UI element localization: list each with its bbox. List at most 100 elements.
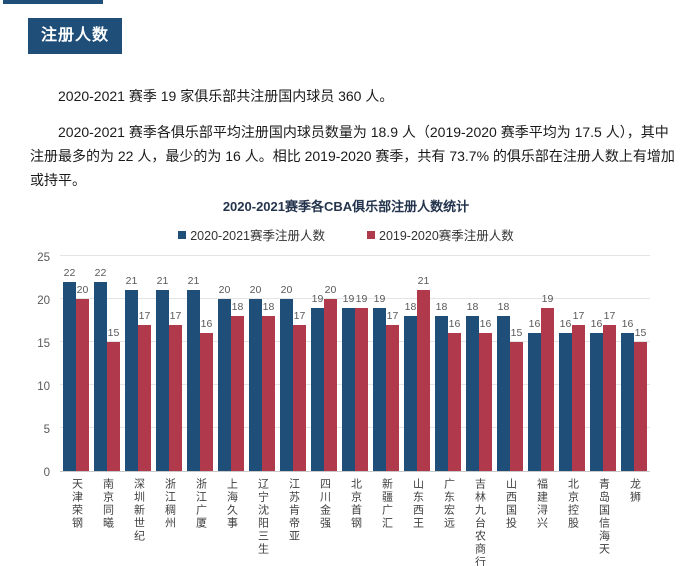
bar-value-label: 18 — [497, 301, 510, 314]
x-tick-label: 龙狮 — [628, 478, 641, 504]
x-label-cell: 青岛国信海天 — [590, 478, 616, 566]
y-tick-label: 15 — [37, 338, 50, 350]
x-tick-label: 浙江广厦 — [194, 478, 207, 530]
bar-value-label: 18 — [262, 301, 275, 314]
x-label-cell: 江苏肯帝亚 — [280, 478, 306, 566]
bar-value-label: 19 — [355, 292, 368, 305]
bar-2019-2020: 15 — [634, 327, 647, 471]
bar-value-label: 18 — [435, 301, 448, 314]
bar-2020-2021: 20 — [218, 284, 231, 471]
paragraph-total-registered: 2020-2021 赛季 19 家俱乐部共注册国内球员 360 人。 — [58, 88, 394, 104]
bar-2020-2021: 16 — [559, 318, 572, 471]
y-tick-label: 20 — [37, 295, 50, 307]
bar-2019-2020: 16 — [448, 318, 461, 471]
bar-2020-2021: 16 — [590, 318, 603, 471]
bar-group: 20 18 — [218, 284, 244, 471]
bar-value-label: 19 — [311, 292, 324, 305]
bar-2019-2020: 18 — [231, 301, 244, 471]
plot-row: 0 5 10 15 20 25 22 20 22 15 21 17 21 17 21 16 20 18 20 18 2… — [22, 252, 670, 479]
bar-group: 16 17 — [590, 310, 616, 471]
x-label-cell: 龙狮 — [621, 478, 647, 566]
bar-group: 16 17 — [559, 310, 585, 471]
bar-2019-2020: 18 — [262, 301, 275, 471]
y-tick-label: 5 — [43, 424, 50, 436]
bar-2020-2021: 22 — [94, 267, 107, 471]
x-tick-label: 南京同曦 — [101, 478, 114, 530]
x-tick-label: 广东宏远 — [442, 478, 455, 530]
bar-group: 18 21 — [404, 275, 430, 471]
bar-2019-2020: 15 — [510, 327, 523, 471]
x-label-cell: 上海久事 — [218, 478, 244, 566]
bar-2020-2021: 18 — [435, 301, 448, 471]
bar-2020-2021: 18 — [404, 301, 417, 471]
bar-2020-2021: 21 — [187, 275, 200, 471]
bar-2019-2020: 20 — [76, 284, 89, 471]
y-tick-label: 0 — [43, 467, 50, 479]
bar-value-label: 19 — [373, 292, 386, 305]
x-tick-label: 上海久事 — [225, 478, 238, 530]
bar-2019-2020: 17 — [603, 310, 616, 471]
bar-2019-2020: 15 — [107, 327, 120, 471]
x-label-cell: 广东宏远 — [435, 478, 461, 566]
bar-2020-2021: 21 — [125, 275, 138, 471]
bar-group: 21 17 — [125, 275, 151, 471]
x-label-cell: 天津荣钢 — [63, 478, 89, 566]
bar-group: 18 16 — [466, 301, 492, 471]
bar-group: 19 19 — [342, 293, 368, 471]
x-tick-label: 吉林九台农商行 — [473, 478, 486, 566]
x-tick-label: 天津荣钢 — [70, 478, 83, 530]
bar-2019-2020: 17 — [386, 310, 399, 471]
bar-value-label: 20 — [249, 284, 262, 296]
bar-value-label: 16 — [621, 318, 634, 331]
bar-value-label: 16 — [528, 318, 541, 331]
bar-group: 19 17 — [373, 293, 399, 471]
bar-value-label: 16 — [590, 318, 603, 331]
legend-item-2019-2020: 2019-2020赛季注册人数 — [367, 225, 514, 244]
y-axis: 0 5 10 15 20 25 — [22, 252, 60, 479]
x-label-cell: 新疆广汇 — [373, 478, 399, 566]
x-label-cell: 南京同曦 — [94, 478, 120, 566]
y-tick-label: 10 — [37, 381, 50, 393]
bar-group: 16 15 — [621, 318, 647, 471]
bar-2020-2021: 19 — [342, 293, 355, 471]
chart-title: 2020-2021赛季各CBA俱乐部注册人数统计 — [222, 199, 470, 214]
bar-value-label: 17 — [386, 309, 399, 322]
bar-value-label: 19 — [541, 292, 554, 305]
x-label-cell: 四川金强 — [311, 478, 337, 566]
bar-value-label: 16 — [200, 318, 213, 331]
bar-value-label: 15 — [634, 327, 647, 339]
chart-legend: 2020-2021赛季注册人数 2019-2020赛季注册人数 — [22, 225, 670, 244]
bar-value-label: 15 — [107, 327, 120, 339]
bar-2020-2021: 20 — [249, 284, 262, 471]
x-label-cell: 北京控股 — [559, 478, 585, 566]
bar-value-label: 21 — [125, 275, 138, 288]
x-tick-label: 山西国投 — [504, 478, 517, 530]
bar-group: 22 20 — [63, 267, 89, 471]
bar-value-label: 15 — [510, 327, 523, 339]
bar-2020-2021: 18 — [466, 301, 479, 471]
legend-swatch-blue-icon — [178, 230, 187, 239]
registration-bar-chart: 2020-2021赛季各CBA俱乐部注册人数统计 2020-2021赛季注册人数… — [22, 196, 670, 566]
bar-group: 18 15 — [497, 301, 523, 471]
bar-value-label: 17 — [293, 309, 306, 322]
x-tick-label: 新疆广汇 — [380, 478, 393, 530]
bar-group: 18 16 — [435, 301, 461, 471]
y-tick-label: 25 — [37, 252, 50, 264]
bar-value-label: 19 — [342, 292, 355, 305]
bar-value-label: 20 — [324, 284, 337, 296]
bar-value-label: 16 — [559, 318, 572, 331]
bar-value-label: 17 — [603, 309, 616, 322]
bar-value-label: 22 — [63, 266, 76, 279]
bar-value-label: 21 — [417, 275, 430, 288]
previous-section-box-edge — [3, 0, 103, 4]
bar-2019-2020: 17 — [572, 310, 585, 471]
bar-group: 20 18 — [249, 284, 275, 471]
legend-item-2020-2021: 2020-2021赛季注册人数 — [178, 225, 325, 244]
bar-2020-2021: 19 — [373, 293, 386, 471]
bar-group: 20 17 — [280, 284, 306, 471]
gridline — [60, 298, 650, 299]
bar-value-label: 21 — [156, 275, 169, 288]
bar-group: 21 17 — [156, 275, 182, 471]
x-tick-label: 四川金强 — [318, 478, 331, 530]
